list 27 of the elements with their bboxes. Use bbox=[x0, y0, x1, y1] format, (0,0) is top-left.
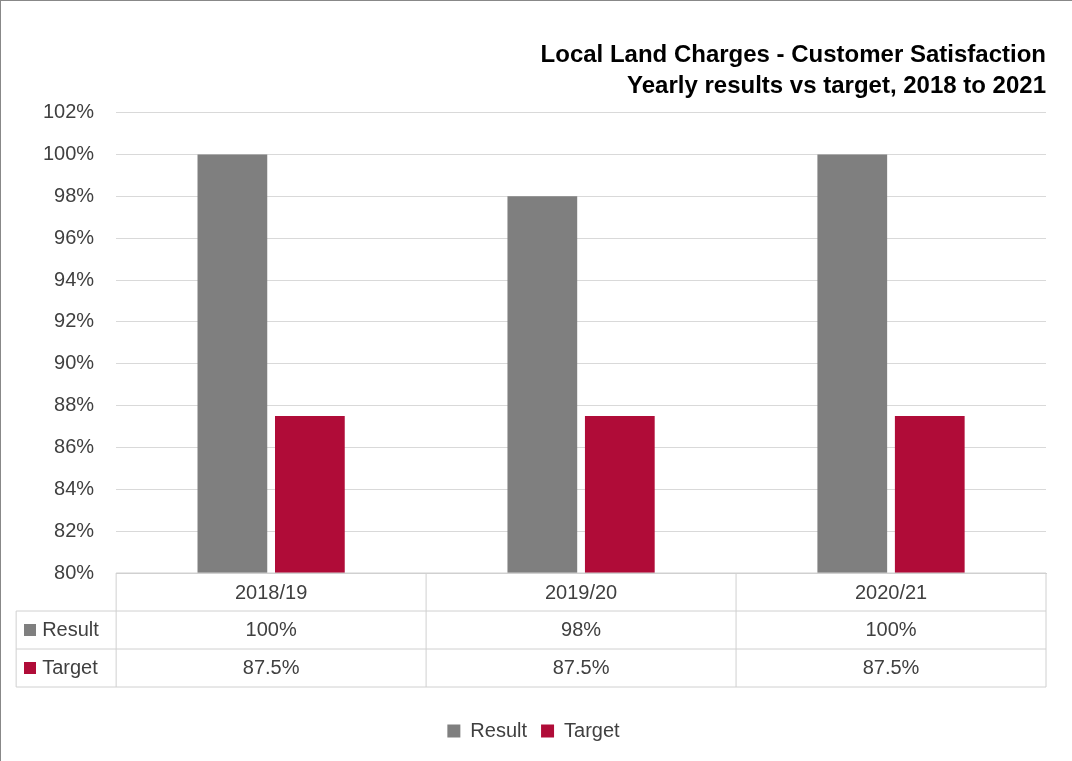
x-tick-label: 2018/19 bbox=[234, 580, 308, 603]
data-label: 87.5% bbox=[862, 655, 920, 678]
y-tick-label: 90% bbox=[54, 351, 95, 374]
legend-label: Result bbox=[470, 718, 528, 741]
y-tick-label: 102% bbox=[43, 100, 95, 123]
text: Target bbox=[42, 655, 98, 678]
x-tick-label: 2020/21 bbox=[854, 580, 928, 603]
chart-subtitle: Yearly results vs target, 2018 to 2021 bbox=[627, 70, 1046, 98]
y-tick-label: 88% bbox=[54, 393, 95, 416]
y-tick-label: 98% bbox=[54, 183, 95, 206]
y-tick-label: 82% bbox=[54, 518, 95, 541]
data-label: 87.5% bbox=[242, 655, 300, 678]
y-tick-label: 80% bbox=[54, 560, 95, 583]
y-tick-label: 84% bbox=[54, 476, 95, 499]
legend-label: Target bbox=[564, 718, 621, 741]
data-label: 100% bbox=[865, 617, 917, 640]
data-label: 87.5% bbox=[552, 655, 610, 678]
text: Result bbox=[42, 617, 99, 640]
y-tick-label: 94% bbox=[54, 267, 95, 290]
data-label: 98% bbox=[561, 617, 602, 640]
y-tick-label: 96% bbox=[54, 225, 95, 248]
chart-title: Local Land Charges - Customer Satisfaction bbox=[540, 40, 1046, 68]
y-tick-label: 100% bbox=[43, 141, 95, 164]
y-tick-label: 86% bbox=[54, 434, 95, 457]
data-label: 100% bbox=[245, 617, 297, 640]
x-tick-label: 2019/20 bbox=[544, 580, 618, 603]
y-tick-label: 92% bbox=[54, 309, 95, 332]
